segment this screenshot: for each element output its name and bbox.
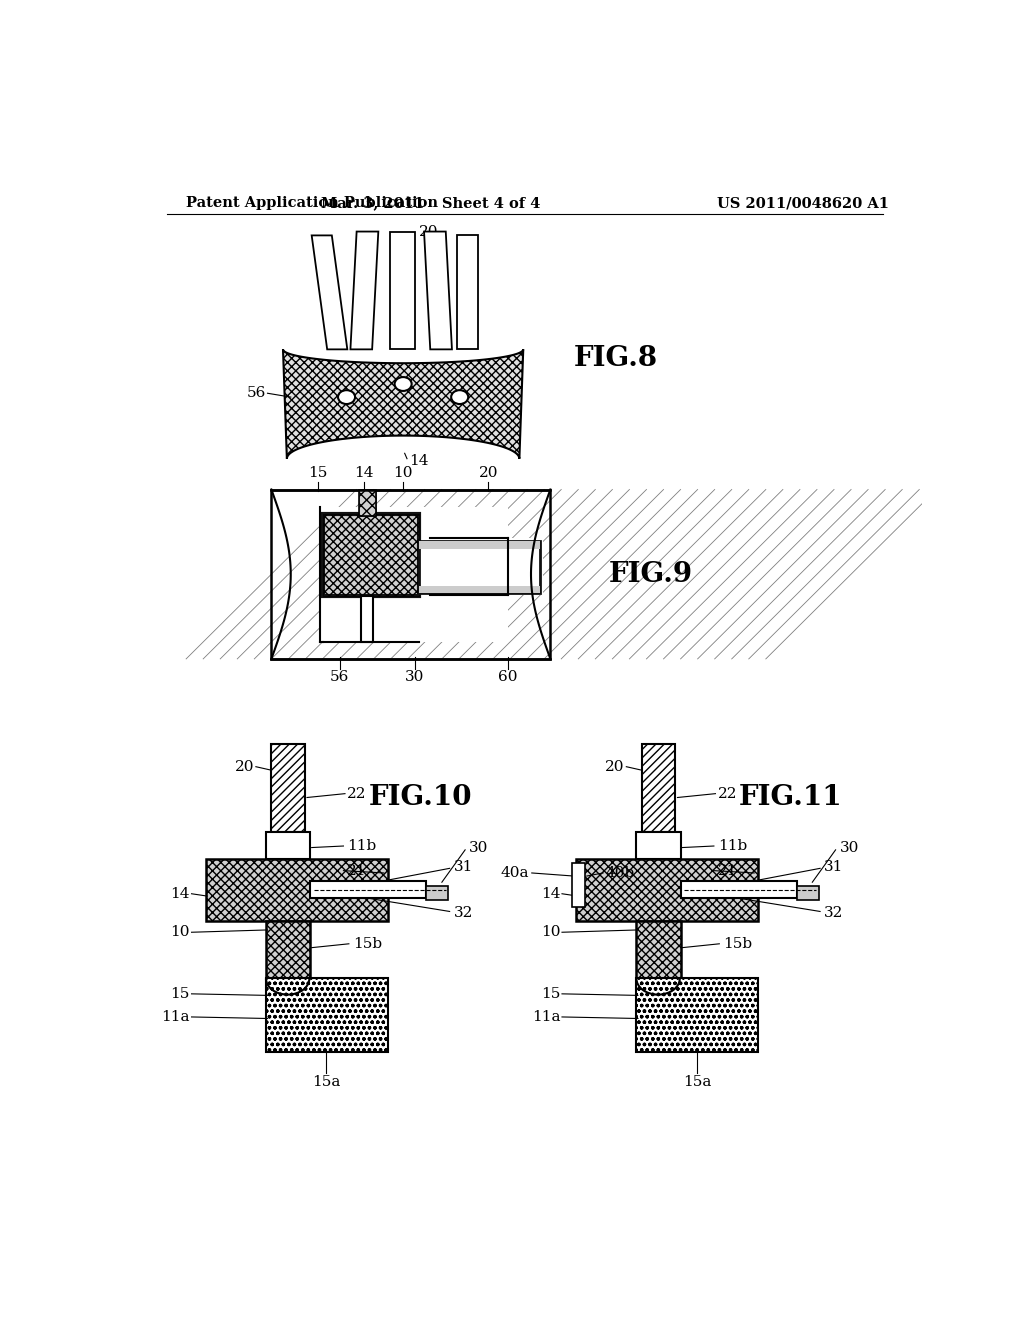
Bar xyxy=(266,921,310,978)
Bar xyxy=(266,978,388,1052)
Text: 31: 31 xyxy=(824,859,844,874)
Text: 32: 32 xyxy=(824,906,844,920)
Text: 11b: 11b xyxy=(718,840,748,853)
Text: 20: 20 xyxy=(234,760,254,774)
Bar xyxy=(206,859,388,921)
Text: FIG.11: FIG.11 xyxy=(738,784,843,810)
Text: 30: 30 xyxy=(469,841,488,854)
Text: 11b: 11b xyxy=(347,840,377,853)
Text: 15b: 15b xyxy=(723,937,753,950)
Text: 21: 21 xyxy=(347,863,367,878)
Polygon shape xyxy=(350,231,378,350)
Text: Patent Application Publication: Patent Application Publication xyxy=(186,197,438,210)
Text: 21: 21 xyxy=(718,863,737,878)
Text: 10: 10 xyxy=(393,466,413,480)
Bar xyxy=(430,539,543,595)
Bar xyxy=(321,507,508,642)
Text: 40a: 40a xyxy=(501,866,529,880)
Bar xyxy=(359,490,376,516)
Bar xyxy=(271,490,550,659)
Ellipse shape xyxy=(394,378,412,391)
Text: US 2011/0048620 A1: US 2011/0048620 A1 xyxy=(717,197,889,210)
Text: 11a: 11a xyxy=(162,1010,190,1024)
Text: 10: 10 xyxy=(171,925,190,940)
Text: 15: 15 xyxy=(171,987,190,1001)
Text: 20: 20 xyxy=(419,224,438,239)
Text: 11a: 11a xyxy=(531,1010,560,1024)
Text: FIG.10: FIG.10 xyxy=(369,784,472,810)
Text: 14: 14 xyxy=(541,887,560,900)
Text: 22: 22 xyxy=(347,787,367,801)
Text: 40b: 40b xyxy=(605,866,635,880)
Bar xyxy=(271,743,305,832)
Bar xyxy=(359,490,376,516)
Text: 14: 14 xyxy=(171,887,190,900)
Bar xyxy=(636,978,758,1052)
Ellipse shape xyxy=(338,391,355,404)
Bar xyxy=(419,586,541,594)
Text: 22: 22 xyxy=(718,787,737,801)
Bar xyxy=(572,863,586,907)
Bar xyxy=(360,595,373,642)
Text: 15: 15 xyxy=(308,466,328,480)
Bar xyxy=(206,859,388,921)
Bar xyxy=(642,743,675,832)
Text: 20: 20 xyxy=(478,466,498,480)
Text: Mar. 3, 2011   Sheet 4 of 4: Mar. 3, 2011 Sheet 4 of 4 xyxy=(321,197,540,210)
Text: FIG.8: FIG.8 xyxy=(573,345,657,372)
Text: 60: 60 xyxy=(498,671,517,685)
Text: FIG.9: FIG.9 xyxy=(608,561,692,587)
Text: 32: 32 xyxy=(454,906,473,920)
Text: 56: 56 xyxy=(247,387,266,400)
Polygon shape xyxy=(424,231,452,350)
Polygon shape xyxy=(311,235,347,350)
Polygon shape xyxy=(283,350,523,459)
Bar xyxy=(266,832,310,859)
Text: 30: 30 xyxy=(406,671,424,685)
Bar xyxy=(636,921,681,978)
Polygon shape xyxy=(458,235,477,350)
Bar xyxy=(324,513,419,595)
Bar xyxy=(271,743,305,832)
Polygon shape xyxy=(390,231,415,350)
Bar xyxy=(636,832,681,859)
Bar xyxy=(642,743,675,832)
Text: 30: 30 xyxy=(840,841,859,854)
Bar xyxy=(324,513,419,595)
Bar xyxy=(266,978,388,1052)
Ellipse shape xyxy=(452,391,468,404)
Bar xyxy=(575,859,758,921)
Bar xyxy=(636,978,758,1052)
Bar xyxy=(419,541,541,594)
Bar xyxy=(310,882,426,899)
Text: 15b: 15b xyxy=(352,937,382,950)
Text: 15a: 15a xyxy=(312,1074,341,1089)
Bar xyxy=(266,921,310,978)
Bar xyxy=(575,859,758,921)
Text: 15: 15 xyxy=(541,987,560,1001)
Text: 10: 10 xyxy=(541,925,560,940)
Text: 31: 31 xyxy=(454,859,473,874)
Text: 56: 56 xyxy=(330,671,349,685)
Bar xyxy=(681,882,797,899)
Bar xyxy=(419,541,541,549)
Text: 15a: 15a xyxy=(683,1074,711,1089)
Bar xyxy=(426,886,449,900)
Text: 14: 14 xyxy=(410,454,429,469)
Bar xyxy=(636,921,681,978)
Bar xyxy=(797,886,818,900)
Text: 14: 14 xyxy=(354,466,374,480)
Text: 20: 20 xyxy=(605,760,625,774)
